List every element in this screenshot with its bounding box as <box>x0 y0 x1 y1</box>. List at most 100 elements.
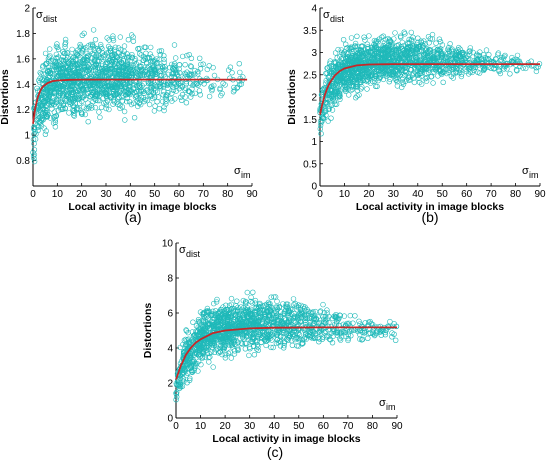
scatter-point <box>163 93 169 100</box>
scatter-point <box>420 62 426 68</box>
scatter-point <box>327 58 333 64</box>
y-tick-label: 4 <box>167 344 173 355</box>
scatter-point <box>156 81 162 87</box>
scatter-point <box>44 76 50 83</box>
scatter-point <box>449 46 455 52</box>
x-tick-label: 70 <box>342 421 354 432</box>
scatter-point <box>64 49 70 56</box>
scatter-point <box>44 113 50 119</box>
x-tick-label: 0 <box>173 421 179 432</box>
scatter-point <box>82 96 89 102</box>
scatter-point <box>343 41 349 47</box>
scatter-point <box>450 75 456 81</box>
scatter-point <box>83 92 90 98</box>
panel-label: (a) <box>124 209 141 225</box>
scatter-point <box>371 44 378 50</box>
scatter-point <box>129 70 135 76</box>
scatter-point <box>104 35 110 41</box>
scatter-point <box>89 105 95 111</box>
scatter-point <box>107 83 113 89</box>
scatter-point <box>114 60 120 67</box>
scatter-point <box>31 126 37 132</box>
x-tick-label: 30 <box>244 421 256 432</box>
scatter-point <box>38 123 45 129</box>
scatter-point <box>30 153 37 159</box>
scatter-point <box>218 92 224 99</box>
scatter-point <box>208 84 214 91</box>
scatter-point <box>123 68 130 75</box>
scatter-point <box>125 36 132 43</box>
scatter-point <box>161 88 167 95</box>
scatter-point <box>32 136 39 142</box>
scatter-point <box>156 48 163 54</box>
scatter-point <box>320 301 326 308</box>
scatter-point <box>43 128 49 134</box>
scatter-point <box>47 73 53 79</box>
scatter-point <box>155 64 161 70</box>
scatter-point <box>151 85 157 92</box>
scatter-point <box>128 88 135 95</box>
x-tick-label: 50 <box>149 189 161 200</box>
scatter-point <box>148 84 154 91</box>
scatter-point <box>225 67 232 73</box>
scatter-point <box>47 91 54 98</box>
scatter-point <box>454 65 460 72</box>
scatter-point <box>222 82 228 88</box>
scatter-point <box>161 104 167 110</box>
scatter-point <box>483 47 490 53</box>
x-axis-symbol: σ <box>522 165 529 177</box>
scatter-point <box>125 54 132 61</box>
scatter-point <box>352 40 359 47</box>
scatter-point <box>102 61 109 67</box>
scatter-point <box>456 44 462 51</box>
scatter-point <box>162 66 169 73</box>
scatter-point <box>371 37 378 44</box>
scatter-point <box>81 56 88 62</box>
scatter-point <box>101 78 107 84</box>
scatter-point <box>349 86 355 93</box>
scatter-point <box>172 75 179 82</box>
scatter-point <box>54 73 60 79</box>
y-tick-label: 1.8 <box>16 29 30 40</box>
scatter-point <box>84 56 90 63</box>
scatter-point <box>90 67 97 73</box>
scatter-point <box>104 98 111 104</box>
scatter-point <box>326 64 333 70</box>
scatter-point <box>50 84 56 91</box>
panel-label: (c) <box>267 444 283 460</box>
scatter-point <box>349 46 355 52</box>
scatter-point <box>146 101 153 108</box>
scatter-point <box>137 51 143 57</box>
scatter-point <box>346 92 352 98</box>
scatter-point <box>97 41 104 48</box>
scatter-point <box>347 312 353 319</box>
scatter-point <box>446 69 452 75</box>
scatter-point <box>387 318 393 325</box>
scatter-point <box>68 53 74 60</box>
scatter-point <box>114 96 121 102</box>
scatter-point <box>76 87 83 94</box>
scatter-point <box>116 68 123 75</box>
y-axis-symbol-subscript: dist <box>186 249 201 259</box>
scatter-point <box>467 51 473 57</box>
scatter-point <box>60 65 66 72</box>
scatter-point <box>47 88 53 95</box>
scatter-point <box>87 71 93 78</box>
scatter-point <box>150 89 156 96</box>
y-tick-label: 6 <box>167 309 173 320</box>
scatter-point <box>424 60 431 66</box>
scatter-point <box>236 60 243 67</box>
scatter-point <box>123 89 130 95</box>
scatter-point <box>163 92 170 99</box>
scatter-point <box>130 62 137 69</box>
scatter-point <box>145 63 152 70</box>
scatter-point <box>346 46 352 52</box>
scatter-point <box>227 349 233 355</box>
scatter-point <box>415 35 421 41</box>
scatter-point <box>352 53 358 60</box>
scatter-point <box>126 91 133 98</box>
scatter-point <box>136 100 143 107</box>
scatter-point <box>157 68 164 74</box>
scatter-point <box>187 63 194 69</box>
